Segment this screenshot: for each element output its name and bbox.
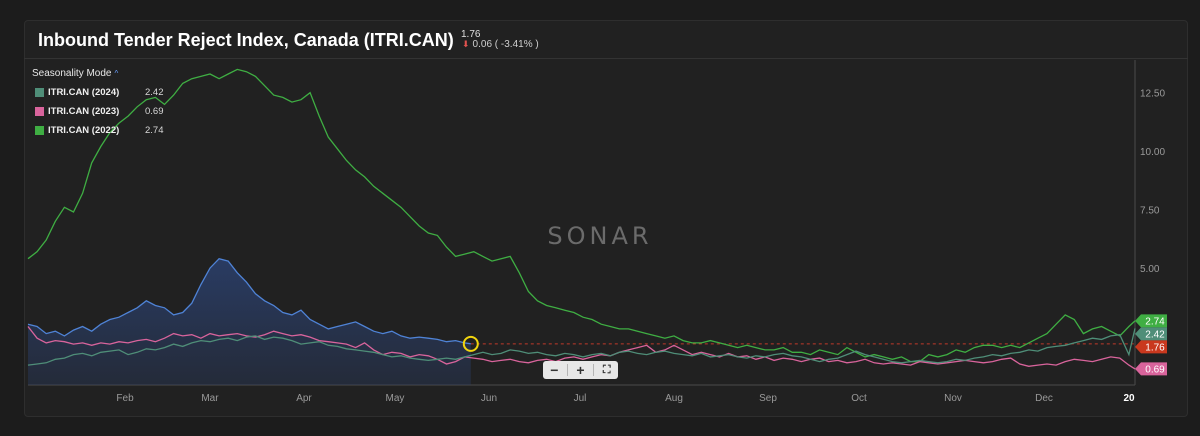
legend-swatch bbox=[35, 88, 44, 97]
legend: Seasonality Mode ^ ITRI.CAN (2024) 2.42 I… bbox=[32, 68, 164, 140]
legend-item-value: 2.74 bbox=[145, 125, 164, 136]
price-change-text: 0.06 ( -3.41% ) bbox=[472, 39, 539, 50]
x-tick-label: Dec bbox=[1035, 393, 1053, 404]
x-tick-label: Mar bbox=[201, 393, 219, 404]
end-value-label: 2.74 bbox=[1135, 314, 1167, 328]
y-tick-label: 7.50 bbox=[1140, 206, 1160, 217]
legend-item[interactable]: ITRI.CAN (2023) 0.69 bbox=[32, 102, 164, 121]
y-tick-label: 10.00 bbox=[1140, 147, 1165, 158]
x-tick-label: Jul bbox=[574, 393, 587, 404]
x-tick-label: Aug bbox=[665, 393, 683, 404]
end-label-text: 2.74 bbox=[1145, 316, 1165, 327]
zoom-in-button[interactable]: + bbox=[576, 362, 585, 378]
end-label-tag bbox=[1135, 314, 1167, 328]
legend-item[interactable]: ITRI.CAN (2022) 2.74 bbox=[32, 121, 164, 140]
x-tick-label: Apr bbox=[296, 393, 312, 404]
x-tick-label: Jun bbox=[481, 393, 497, 404]
fit-screen-button[interactable]: ⛶ bbox=[602, 364, 611, 376]
x-tick-label: Sep bbox=[759, 393, 777, 404]
series-line-current bbox=[27, 257, 471, 345]
legend-item-label: ITRI.CAN (2024) bbox=[48, 87, 120, 98]
series-line-itri-can-2022- bbox=[27, 68, 1136, 363]
current-point-marker bbox=[462, 335, 479, 352]
end-label-tag bbox=[1135, 327, 1167, 341]
header-divider bbox=[24, 58, 1188, 59]
end-label-text: 2.42 bbox=[1145, 329, 1165, 340]
end-value-label: 0.69 bbox=[1135, 362, 1167, 376]
legend-item[interactable]: ITRI.CAN (2024) 2.42 bbox=[32, 83, 164, 102]
current-series-area bbox=[28, 258, 471, 385]
x-tick-label: Oct bbox=[851, 393, 867, 404]
chart-title: Inbound Tender Reject Index, Canada (ITR… bbox=[38, 30, 454, 50]
end-label-text: 0.69 bbox=[1145, 364, 1165, 375]
seasonality-mode-toggle[interactable]: Seasonality Mode ^ bbox=[32, 68, 164, 79]
legend-item-label: ITRI.CAN (2023) bbox=[48, 106, 120, 117]
down-arrow-icon: ⬇ bbox=[462, 39, 470, 49]
legend-swatch bbox=[35, 126, 44, 135]
end-label-tag bbox=[1135, 362, 1167, 376]
legend-swatch bbox=[35, 107, 44, 116]
legend-item-value: 0.69 bbox=[145, 106, 164, 117]
end-label-tag bbox=[1135, 340, 1167, 354]
zoom-out-button[interactable]: − bbox=[550, 362, 559, 378]
current-price: 1.76 bbox=[461, 29, 481, 40]
x-tick-label: May bbox=[386, 393, 405, 404]
price-change: ⬇ 0.06 ( -3.41% ) bbox=[462, 39, 539, 50]
series-line-itri-can-2024- bbox=[27, 328, 1136, 366]
end-label-text: 1.76 bbox=[1145, 342, 1165, 353]
series-line-itri-can-2023- bbox=[27, 326, 1136, 370]
end-value-label: 1.76 bbox=[1135, 340, 1167, 354]
legend-item-value: 2.42 bbox=[145, 87, 164, 98]
y-tick-label: 5.00 bbox=[1140, 264, 1160, 275]
toolbar-separator bbox=[566, 364, 568, 376]
toolbar-separator bbox=[593, 364, 595, 376]
x-tick-label: 20 bbox=[1123, 393, 1135, 404]
y-tick-label: 12.50 bbox=[1140, 89, 1165, 100]
chevron-up-icon: ^ bbox=[114, 69, 119, 78]
end-value-label: 2.42 bbox=[1135, 327, 1167, 341]
zoom-toolbar: − + ⛶ bbox=[543, 361, 618, 379]
seasonality-mode-label: Seasonality Mode bbox=[32, 68, 112, 79]
sonar-watermark: SONAR bbox=[547, 222, 652, 250]
x-tick-label: Nov bbox=[944, 393, 962, 404]
x-tick-label: Feb bbox=[116, 393, 134, 404]
legend-item-label: ITRI.CAN (2022) bbox=[48, 125, 120, 136]
